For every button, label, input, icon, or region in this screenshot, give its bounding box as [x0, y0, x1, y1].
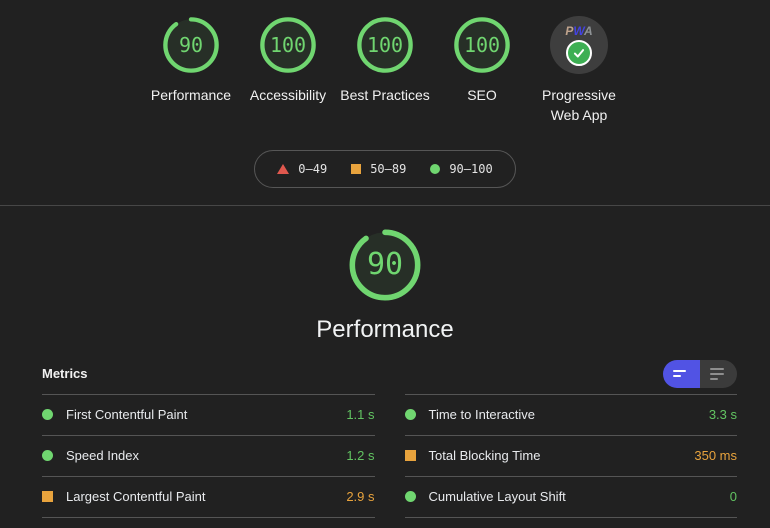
performance-detail-score: 90: [366, 247, 404, 283]
best-practices-score: 100: [366, 33, 404, 57]
score-legend: 0–49 50–89 90–100: [254, 149, 516, 188]
performance-category-section: 90 Performance: [0, 206, 770, 344]
metric-value: 1.1 s: [346, 407, 375, 423]
metric-rating-icon: [42, 409, 53, 421]
performance-gauge: 90: [162, 16, 220, 74]
metrics-column-left: First Contentful Paint 1.1 s Speed Index…: [42, 393, 375, 518]
metric-rating-icon: [404, 409, 416, 421]
seo-gauge: 100: [453, 16, 511, 74]
metric-value: 3.3 s: [708, 407, 737, 423]
pass-range-text: 90–100: [449, 161, 493, 176]
metric-row-cumulative-layout-shift: Cumulative Layout Shift 0: [404, 477, 737, 518]
metric-rating-icon: [404, 450, 416, 462]
metric-label: Total Blocking Time: [428, 448, 541, 464]
metric-label: Cumulative Layout Shift: [428, 489, 566, 505]
seo-label: SEO: [467, 87, 497, 103]
legend-average-range: 50–89: [351, 162, 406, 176]
performance-detail-gauge: 90: [348, 228, 422, 302]
accessibility-gauge: 100: [259, 16, 317, 74]
metric-row-total-blocking-time: Total Blocking Time 350 ms: [404, 436, 737, 477]
lines-icon: [673, 370, 686, 373]
metric-row-speed-index: Speed Index 1.2 s: [42, 436, 375, 477]
text-lines-icon: [710, 367, 724, 370]
fail-range-text: 0–49: [298, 161, 328, 176]
category-gauge-performance[interactable]: 90 Performance: [143, 16, 240, 126]
performance-label: Performance: [150, 87, 232, 103]
metric-value: 2.9 s: [346, 489, 375, 505]
category-gauge-accessibility[interactable]: 100 Accessibility: [240, 16, 337, 126]
accessibility-label: Accessibility: [249, 87, 327, 103]
metrics-section: Metrics First Contentful Paint 1.1 s Spe…: [42, 359, 737, 518]
metric-value: 350 ms: [694, 448, 737, 464]
metric-label: Speed Index: [66, 448, 140, 464]
metrics-view-toggle: [663, 359, 737, 388]
category-title: Performance: [316, 315, 454, 343]
metrics-column-right: Time to Interactive 3.3 s Total Blocking…: [404, 393, 737, 518]
best-practices-label: Best Practices: [340, 87, 430, 103]
legend-fail-range: 0–49: [277, 162, 327, 176]
seo-score: 100: [463, 33, 501, 57]
category-gauge-best-practices[interactable]: 100 Best Practices: [337, 16, 434, 126]
metric-value: 0: [729, 489, 737, 505]
category-gauge-pwa[interactable]: PWA Progressive Web App: [531, 16, 628, 126]
performance-score: 90: [178, 33, 204, 57]
metric-label: First Contentful Paint: [66, 407, 188, 423]
metric-label: Largest Contentful Paint: [66, 489, 206, 505]
category-gauge-seo[interactable]: 100 SEO: [434, 16, 531, 126]
average-range-text: 50–89: [370, 161, 407, 176]
average-square-icon: [351, 163, 362, 174]
pwa-label: Progressive Web App: [542, 87, 616, 123]
section-divider: [0, 204, 770, 206]
metric-row-first-contentful-paint: First Contentful Paint 1.1 s: [42, 395, 375, 436]
check-icon: [566, 39, 592, 66]
metric-label: Time to Interactive: [428, 407, 535, 423]
legend-pass-range: 90–100: [430, 161, 493, 176]
metric-row-time-to-interactive: Time to Interactive 3.3 s: [404, 395, 737, 436]
pwa-badge-icon: PWA: [550, 16, 608, 74]
accessibility-score: 100: [269, 33, 307, 57]
metrics-heading: Metrics: [42, 366, 88, 382]
pass-circle-icon: [430, 163, 441, 174]
metric-rating-icon: [42, 491, 53, 503]
scores-header: 90 Performance 100 Accessibility 100 Bes…: [0, 0, 770, 126]
metric-rating-icon: [404, 491, 416, 503]
metrics-expanded-view-button[interactable]: [700, 359, 737, 388]
metrics-condensed-view-button[interactable]: [663, 359, 700, 388]
best-practices-gauge: 100: [356, 16, 414, 74]
pwa-logo: PWA: [565, 23, 593, 38]
metric-row-largest-contentful-paint: Largest Contentful Paint 2.9 s: [42, 477, 375, 518]
fail-triangle-icon: [277, 163, 290, 174]
metric-value: 1.2 s: [346, 448, 375, 464]
metric-rating-icon: [42, 450, 53, 462]
